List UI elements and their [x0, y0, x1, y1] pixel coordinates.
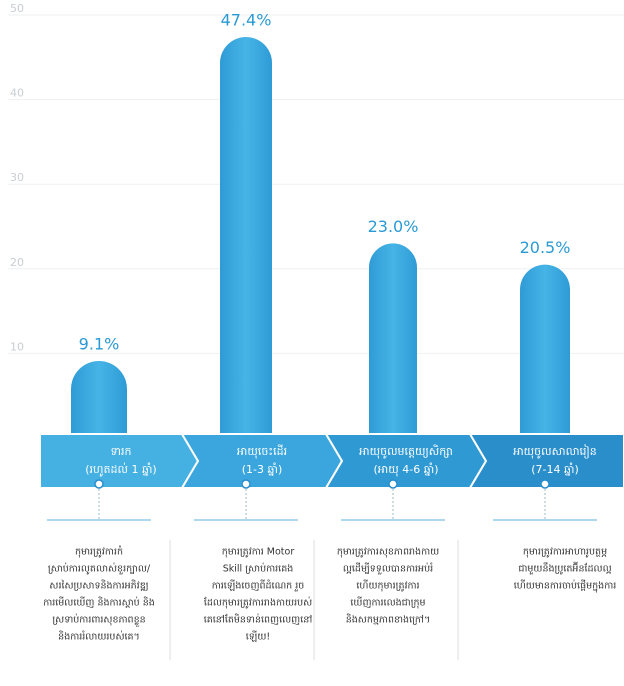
description-line: ឡើយ!: [246, 630, 270, 643]
description-line: កុមារត្រូវការអាហារូបត្ថម្ភ: [523, 547, 607, 559]
description-line: ហើយកុមារត្រូវការ: [356, 579, 419, 593]
description-line: កុមារត្រូវការសុខភាពរាងកាយ: [337, 547, 439, 559]
description-line: ឃើញការលេងជាក្រុម: [350, 596, 425, 610]
connector-dot: [541, 480, 549, 488]
y-tick-label: 40: [10, 87, 24, 100]
description-line: កុមារត្រូវការកំ: [75, 545, 123, 559]
description-line: គេនៅតែមិនទាន់ពេញលេញនៅ: [204, 613, 313, 626]
description-line: Skill ស្រាប់ការគេង: [223, 562, 294, 575]
value-label: 9.1%: [79, 335, 120, 354]
category-age: (រហូតដល់ 1 ឆ្នាំ): [85, 462, 156, 477]
description-line: កុមារត្រូវការ Motor: [222, 547, 295, 559]
description-line: សរសៃប្រសាទនិងការអភិវឌ្ឍ: [49, 579, 148, 592]
category-age: (7-14 ឆ្នាំ): [531, 462, 579, 476]
y-tick-label: 20: [10, 256, 24, 269]
category-label: អាយុចូលសាលារៀន: [513, 444, 597, 459]
category-age: (1-3 ឆ្នាំ): [242, 462, 283, 476]
value-label: 23.0%: [368, 217, 419, 236]
y-tick-label: 10: [10, 340, 24, 353]
description-line: ស្រាប់ការលូតលាស់ខួរក្បាល/: [48, 562, 151, 576]
description-line: ការឡើងចេញពីដំណេក រួច: [212, 579, 305, 593]
description-line: ជាមួយនឹងប្រូតេអ៊ីនដែលល្អ: [518, 562, 611, 576]
arrow-segment: [182, 434, 342, 488]
value-label: 47.4%: [221, 10, 272, 29]
y-tick-label: 50: [10, 2, 24, 15]
bar: [369, 243, 417, 448]
category-label: អាយុចេះដើរ: [237, 444, 287, 459]
category-label: ទារក: [111, 445, 132, 458]
chart: 10 20 30 40 50 9.1% ទារក (រហូតដល់ 1 ឆ្នាំ) 47.4…: [0, 0, 624, 682]
description-line: និងសកម្មភាពខាងក្រៅ។: [346, 613, 430, 626]
description-line: ដែលកុមារត្រូវការរាងកាយរបស់: [204, 596, 312, 610]
connector-dot: [95, 480, 103, 488]
arrow-segment: [40, 434, 198, 488]
description-line: ការមើលឃើញ និងការស្តាប់ និង: [43, 596, 155, 609]
connector-dot: [242, 480, 250, 488]
connector-dot: [389, 480, 397, 488]
description-line: ហើយមានការចាប់ផ្តើមក្នុងការ: [514, 579, 617, 594]
bar: [520, 265, 570, 448]
arrow-segment: [326, 434, 486, 488]
description-line: ស្រទាប់ការពារសុខភាពខ្លួន: [52, 613, 145, 628]
bar: [220, 37, 272, 448]
category-label: អាយុចូលមត្តេយ្យសិក្សា: [359, 444, 453, 459]
description-line: និងការរំលាយរបស់គេ។: [58, 630, 140, 643]
y-tick-label: 30: [10, 171, 24, 184]
category-age: (អាយុ 4-6 ឆ្នាំ): [374, 462, 439, 477]
value-label: 20.5%: [520, 238, 571, 257]
description-line: ល្អដើម្បីទទួលបានការអប់រំ: [343, 562, 433, 576]
